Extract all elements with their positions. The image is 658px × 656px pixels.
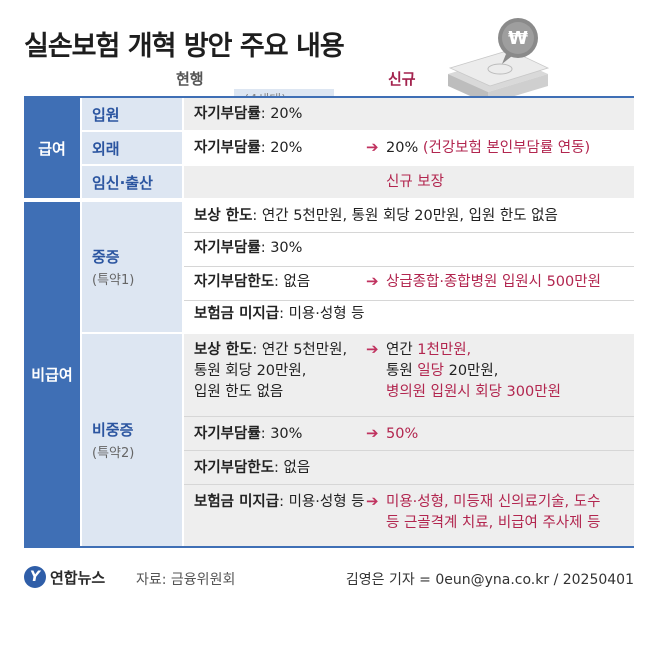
nonsevere-unpaid-new: 미용·성형, 미등재 신의료기술, 도수 등 근골격계 치료, 비급여 주사제 … bbox=[386, 494, 601, 531]
arrow-icon: ➔ bbox=[366, 272, 379, 290]
arrow-icon: ➔ bbox=[366, 424, 379, 442]
logo-text: 연합뉴스 bbox=[50, 568, 106, 587]
credit-text: 김영은 기자 = 0eun@yna.co.kr / 20250401 bbox=[345, 572, 634, 588]
pregnancy-new: 신규 보장 bbox=[386, 174, 444, 190]
header-current: 현행(4세대) bbox=[176, 68, 334, 108]
source-text: 자료: 금융위원회 bbox=[136, 572, 236, 588]
nonsevere-limit-new: 연간 1천만원, 통원 일당 20만원, 병의원 입원시 회당 300만원 bbox=[386, 342, 561, 400]
nonsevere-rate-new: 50% bbox=[386, 426, 419, 442]
row-divider bbox=[184, 484, 634, 485]
sub-pregnancy: 임신·출산 bbox=[82, 166, 182, 198]
nonsevere-rate: 자기부담률: 30% bbox=[194, 426, 303, 442]
severe-limit: 보상 한도: 연간 5천만원, 통원 회당 20만원, 입원 한도 없음 bbox=[194, 208, 558, 224]
row-divider bbox=[184, 232, 634, 233]
arrow-icon: ➔ bbox=[366, 340, 379, 358]
severe-cap: 자기부담한도: 없음 bbox=[194, 274, 311, 290]
svg-text:₩: ₩ bbox=[508, 28, 528, 49]
money-icon: ₩ bbox=[448, 18, 550, 104]
arrow-icon: ➔ bbox=[366, 492, 379, 510]
page-title: 실손보험 개혁 방안 주요 내용 bbox=[24, 31, 345, 62]
sub-nonsevere: 비중증 (특약2) bbox=[82, 334, 182, 546]
nonsevere-unpaid: 보험금 미지급: 미용·성형 등 bbox=[194, 494, 365, 510]
arrow-icon: ➔ bbox=[366, 138, 379, 156]
outpatient-current: 자기부담률: 20% bbox=[194, 140, 303, 156]
severe-cap-new: 상급종합·종합병원 입원시 500만원 bbox=[386, 274, 601, 290]
nonsevere-limit: 보상 한도: 연간 5천만원, 통원 회당 20만원, 입원 한도 없음 bbox=[194, 342, 348, 400]
sub-inpatient: 입원 bbox=[82, 98, 182, 130]
row-divider bbox=[184, 416, 634, 417]
severe-unpaid: 보험금 미지급: 미용·성형 등 bbox=[194, 306, 365, 322]
sub-outpatient: 외래 bbox=[82, 132, 182, 164]
row-divider bbox=[184, 450, 634, 451]
sub-severe: 중증 (특약1) bbox=[82, 202, 182, 332]
severe-rate: 자기부담률: 30% bbox=[194, 240, 303, 256]
row-divider bbox=[184, 266, 634, 267]
row-band bbox=[184, 98, 634, 130]
inpatient-current: 자기부담률: 20% bbox=[194, 106, 303, 122]
row-band bbox=[184, 166, 634, 198]
comparison-table: 급여 입원 자기부담률: 20% 외래 자기부담률: 20% ➔ 20% (건강… bbox=[24, 96, 634, 548]
row-divider bbox=[184, 300, 634, 301]
footer: Y 연합뉴스 자료: 금융위원회 김영은 기자 = 0eun@yna.co.kr… bbox=[24, 566, 634, 590]
yonhap-logo: Y 연합뉴스 bbox=[24, 566, 105, 588]
header-new: 신규 bbox=[388, 70, 416, 88]
group-benefit: 급여 bbox=[24, 98, 80, 198]
table-bottom-rule bbox=[24, 546, 634, 548]
table-top-rule bbox=[24, 96, 634, 98]
outpatient-new: 20% (건강보험 본인부담률 연동) bbox=[386, 140, 591, 156]
row-band bbox=[184, 334, 634, 546]
yonhap-logo-icon: Y bbox=[24, 566, 46, 588]
nonsevere-cap: 자기부담한도: 없음 bbox=[194, 460, 311, 476]
group-nonbenefit: 비급여 bbox=[24, 202, 80, 546]
